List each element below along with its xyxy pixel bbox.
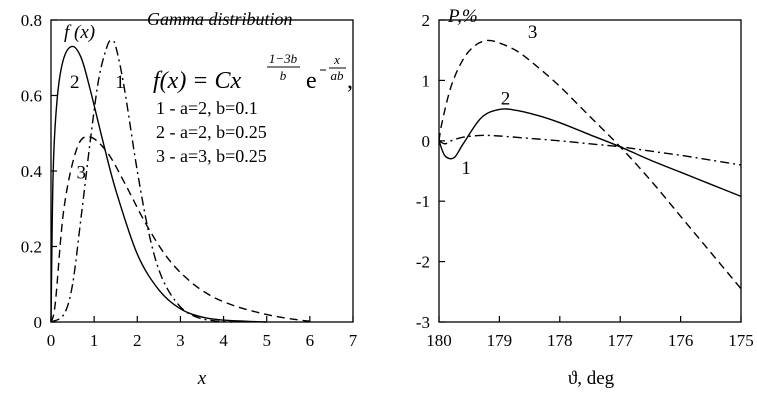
left-series-2-label: 2 [70,72,80,93]
left-ytick-label: 0.6 [21,87,42,106]
right-xtick-label: 175 [728,331,754,350]
left-xtick-label: 4 [219,331,228,350]
right-y-axis-title: P,% [447,6,478,27]
polarization-chart: 180 179 178 177 176 175 -3 -2 -1 0 1 2 1 2 3 P,% ϑ, d… [416,6,754,389]
formula-exp2-numerator: x [333,52,340,67]
right-series-3-label: 3 [528,22,538,43]
left-x-axis-title: x [197,368,207,389]
formula-exponent-denominator: b [280,68,287,83]
right-ytick-label: -2 [416,253,430,272]
right-labels: 1 2 3 [461,22,537,179]
left-curves [50,39,310,323]
left-series-1-line [50,39,233,323]
left-y-axis-title: f (x) [64,22,95,43]
right-plot-frame [438,19,742,323]
right-xtick-label: 177 [607,331,633,350]
right-xtick-label: 179 [487,331,513,350]
formula-exp2-denominator: ab [331,68,345,83]
formula-main: f(x) = Cx [153,68,242,94]
left-xtick-label: 2 [133,331,142,350]
legend-line-2: 2 - a=2, b=0.25 [156,122,267,142]
right-ytick-label: 1 [422,71,431,90]
left-plot-frame [50,19,354,323]
right-series-2-label: 2 [501,89,511,110]
right-ytick-label: 2 [422,11,431,30]
formula-comma: , [347,68,353,94]
right-series-3-line [438,39,742,290]
right-series-2-line [438,108,742,198]
left-labels: 1 2 3 [70,72,125,184]
legend-line-3: 3 - a=3, b=0.25 [156,146,267,166]
right-ytick-label: 0 [422,132,431,151]
formula-e: e [306,68,317,94]
left-series-3-line [50,136,310,323]
right-series-1-line [438,134,742,166]
left-series-3-label: 3 [76,163,86,184]
left-ytick-label: 0.8 [21,11,42,30]
right-ytick-label: -3 [416,313,430,332]
right-ticks: 180 179 178 177 176 175 -3 -2 -1 0 1 2 [416,11,754,350]
right-ytick-label: -1 [416,192,430,211]
left-xtick-label: 0 [47,331,56,350]
left-xtick-label: 5 [262,331,271,350]
left-ytick-label: 0.2 [21,238,42,257]
right-xtick-label: 176 [668,331,694,350]
left-ytick-label: 0.4 [21,162,43,181]
right-curves [438,39,742,290]
left-ticks: 0 1 2 3 4 5 6 7 0 0.2 0.4 0.6 0.8 [21,11,358,350]
left-ytick-label: 0 [34,313,43,332]
left-xtick-label: 7 [349,331,358,350]
annotation-title: Gamma distribution [147,9,293,29]
left-xtick-label: 1 [90,331,99,350]
right-xtick-label: 178 [547,331,573,350]
right-x-axis-title: ϑ, deg [568,368,615,389]
legend-line-1: 1 - a=2, b=0.1 [156,98,258,118]
gamma-annotation: Gamma distribution f(x) = Cx 1−3b b e x … [147,9,353,166]
gamma-distribution-chart: 0 1 2 3 4 5 6 7 0 0.2 0.4 0.6 0.8 1 2 3 f (x) x Gamma … [21,9,358,389]
formula-exponent-numerator: 1−3b [269,51,298,66]
right-xtick-label: 180 [426,331,452,350]
left-series-1-label: 1 [115,72,125,93]
left-xtick-label: 6 [306,331,315,350]
left-xtick-label: 3 [176,331,185,350]
right-series-1-label: 1 [461,158,471,179]
